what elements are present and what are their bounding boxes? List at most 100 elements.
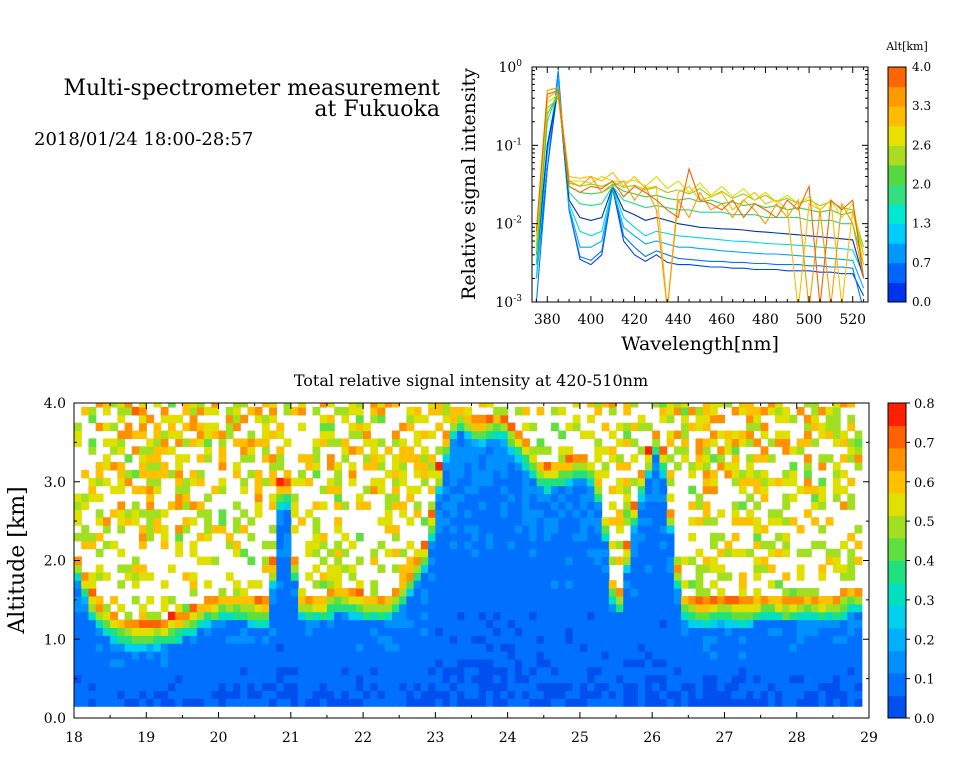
- heatmap-cell: [579, 493, 588, 503]
- heatmap-cell: [131, 446, 140, 455]
- heatmap-cell: [413, 611, 422, 621]
- heatmap-cell: [478, 603, 487, 613]
- heatmap-cell: [348, 658, 357, 668]
- heatmap-cell: [319, 674, 328, 684]
- heatmap-cell: [536, 611, 545, 621]
- heatmap-cell: [233, 603, 241, 613]
- heatmap-cell: [803, 674, 812, 684]
- heatmap-cell: [782, 698, 791, 707]
- heatmap-cell: [485, 485, 494, 495]
- heatmap-cell: [334, 517, 343, 526]
- heatmap-cell: [485, 438, 494, 447]
- heatmap-cell: [717, 588, 726, 597]
- heatmap-cell: [724, 572, 733, 581]
- heatmap-cell: [536, 588, 545, 597]
- heatmap-cell: [558, 501, 567, 510]
- heatmap-cell: [204, 635, 212, 644]
- heatmap-cell: [485, 674, 494, 684]
- heatmap-cell: [485, 690, 494, 699]
- heatmap-cell: [782, 682, 791, 692]
- heatmap-cell: [326, 403, 335, 408]
- heatmap-cell: [485, 682, 494, 692]
- heatmap-cell: [731, 619, 740, 629]
- heatmap-cell: [507, 580, 516, 589]
- heatmap-cell: [644, 525, 653, 534]
- heatmap-cell: [652, 572, 661, 581]
- heatmap-cell: [392, 403, 400, 408]
- heatmap-cell: [522, 446, 530, 455]
- heatmap-cell: [124, 406, 133, 416]
- heatmap-cell: [247, 690, 256, 699]
- heatmap-cell: [854, 446, 863, 455]
- heatmap-cell: [478, 438, 487, 447]
- heatmap-cell: [196, 430, 205, 440]
- heatmap-cell: [290, 493, 299, 503]
- heatmap-cell: [167, 643, 176, 652]
- heatmap-cell: [847, 446, 856, 455]
- heatmap-cell: [74, 422, 82, 432]
- heatmap-cell: [587, 509, 595, 518]
- heatmap-cell: [485, 580, 494, 589]
- heatmap-cell: [478, 666, 487, 676]
- heatmap-cell: [457, 658, 465, 668]
- heatmap-cell: [392, 635, 400, 644]
- heatmap-cell: [854, 666, 863, 676]
- heatmap-cell: [644, 627, 653, 636]
- heatmap-cell: [587, 580, 595, 589]
- heatmap-cell: [189, 627, 198, 636]
- heatmap-cell: [579, 603, 588, 613]
- heatmap-cell: [702, 682, 711, 692]
- heatmap-cell: [623, 540, 632, 550]
- heatmap-cell: [153, 430, 162, 440]
- heatmap-cell: [536, 556, 545, 566]
- heatmap-cell: [854, 674, 863, 684]
- heatmap-cell: [536, 525, 545, 534]
- heatmap-cell: [240, 509, 249, 518]
- heatmap-cell: [572, 548, 581, 558]
- heatmap-cell: [500, 635, 509, 644]
- heatmap-cell: [485, 501, 494, 510]
- heatmap-cell: [435, 509, 444, 518]
- heatmap-cell: [796, 651, 805, 660]
- heatmap-cell: [775, 477, 783, 487]
- alt-colorbar-swatch: [888, 243, 906, 264]
- heatmap-cell: [789, 643, 798, 652]
- heatmap-cell: [298, 422, 306, 432]
- heatmap-cell: [247, 469, 256, 479]
- heatmap-cell: [305, 603, 314, 613]
- heatmap-cell: [225, 643, 234, 652]
- heatmap-cell: [529, 540, 538, 550]
- heatmap-cell: [442, 674, 451, 684]
- heatmap-cell: [507, 509, 516, 518]
- heatmap-cell: [500, 682, 509, 692]
- heatmap-cell: [695, 406, 704, 416]
- heatmap-cell: [717, 690, 726, 699]
- heatmap-cell: [601, 595, 610, 605]
- heatmap-cell: [507, 682, 516, 692]
- heatmap-cell: [269, 666, 277, 676]
- heatmap-cell: [189, 403, 198, 408]
- heatmap-cell: [579, 454, 588, 463]
- heatmap-cell: [478, 595, 487, 605]
- heatmap-cell: [196, 619, 205, 629]
- heatmap-cell: [522, 525, 530, 534]
- heatmap-cell: [124, 454, 133, 463]
- heatmap-cell: [326, 658, 335, 668]
- heatmap-cell: [254, 595, 263, 605]
- heatmap-cell: [319, 698, 328, 707]
- heatmap-cell: [832, 682, 841, 692]
- heatmap-cell: [406, 611, 415, 621]
- heatmap-cell: [363, 595, 371, 605]
- heatmap-cell: [413, 430, 422, 440]
- heatmap-cell: [695, 658, 704, 668]
- heatmap-cell: [102, 619, 111, 629]
- heatmap-cell: [204, 611, 212, 621]
- heatmap-cell: [840, 454, 848, 463]
- heatmap-cell: [247, 517, 256, 526]
- heatmap-cell: [673, 619, 682, 629]
- heatmap-cell: [753, 477, 762, 487]
- heatmap-cell: [695, 588, 704, 597]
- heatmap-cell: [485, 643, 494, 652]
- heatmap-cell: [702, 446, 711, 455]
- heatmap-cell: [218, 462, 227, 471]
